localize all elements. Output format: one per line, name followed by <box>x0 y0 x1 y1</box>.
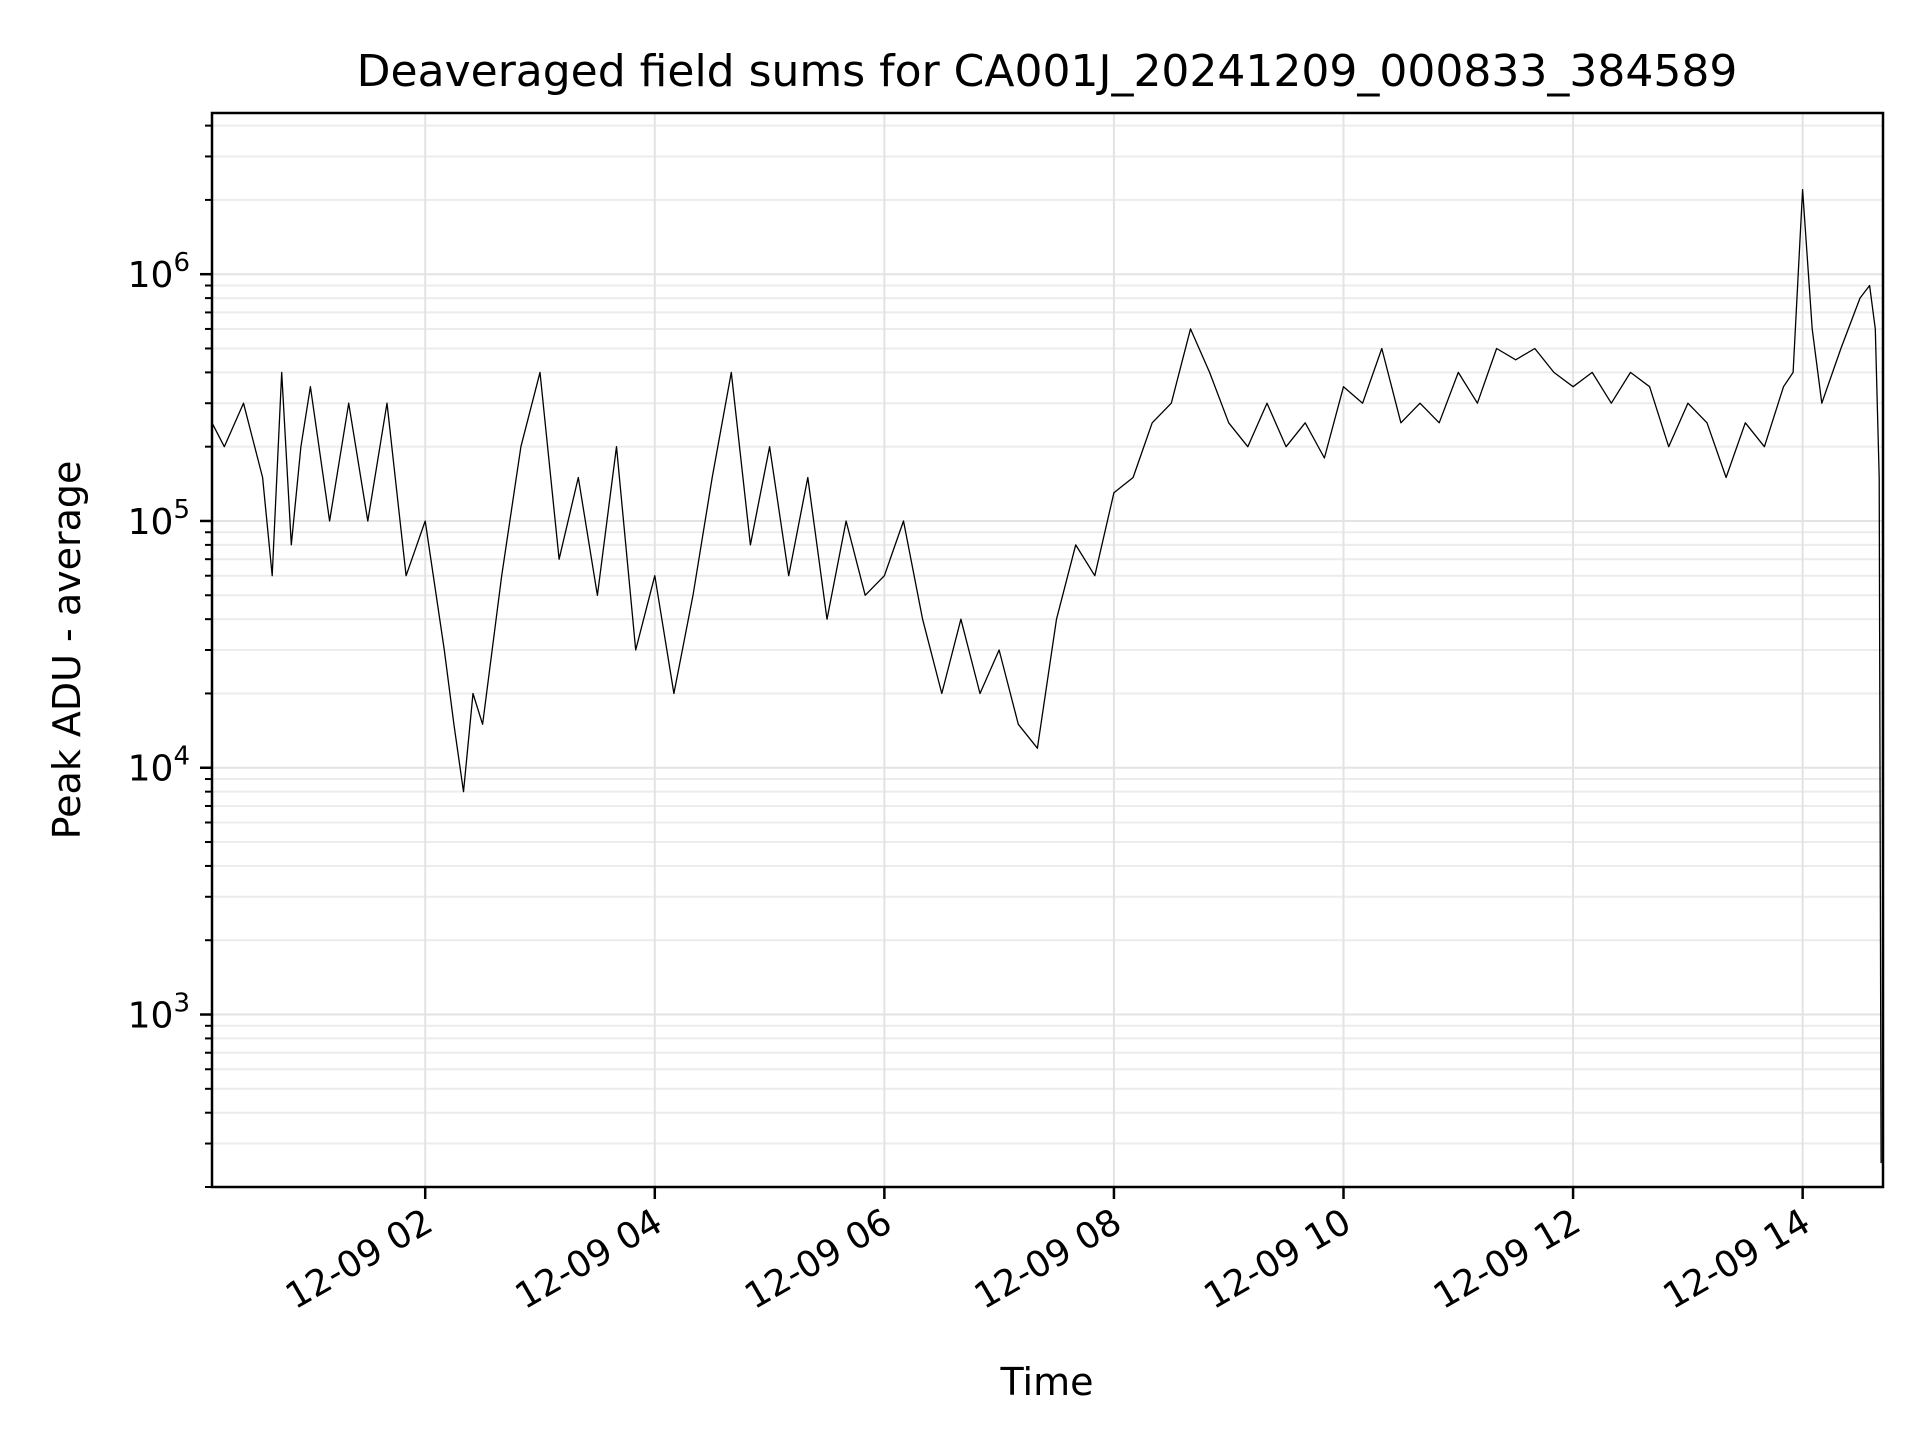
x-tick-label: 12-09 02 <box>279 1201 440 1317</box>
y-axis-ticks: 103 104 105 106 <box>128 124 212 1188</box>
y-tick-label: 103 <box>128 989 190 1037</box>
chart-title: Deaveraged field sums for CA001J_2024120… <box>357 46 1738 97</box>
grid-lines <box>212 113 1883 1188</box>
x-tick-label: 12-09 14 <box>1656 1201 1817 1317</box>
x-axis-ticks: 12-09 02 12-09 04 12-09 06 12-09 08 12-09 10… <box>279 1187 1817 1318</box>
x-tick-label: 12-09 08 <box>968 1201 1129 1317</box>
x-tick-label: 12-09 06 <box>738 1201 899 1317</box>
x-tick-label: 12-09 04 <box>509 1201 670 1317</box>
y-axis-label: Peak ADU - average <box>45 461 89 840</box>
y-tick-label: 105 <box>128 495 190 543</box>
y-tick-label: 106 <box>128 248 190 296</box>
x-tick-label: 12-09 12 <box>1427 1201 1588 1317</box>
series-line <box>211 189 1882 1164</box>
x-tick-label: 12-09 10 <box>1197 1201 1358 1317</box>
series-layer <box>211 189 1882 1164</box>
x-axis-label: Time <box>1000 1360 1094 1404</box>
y-tick-label: 104 <box>128 742 190 790</box>
